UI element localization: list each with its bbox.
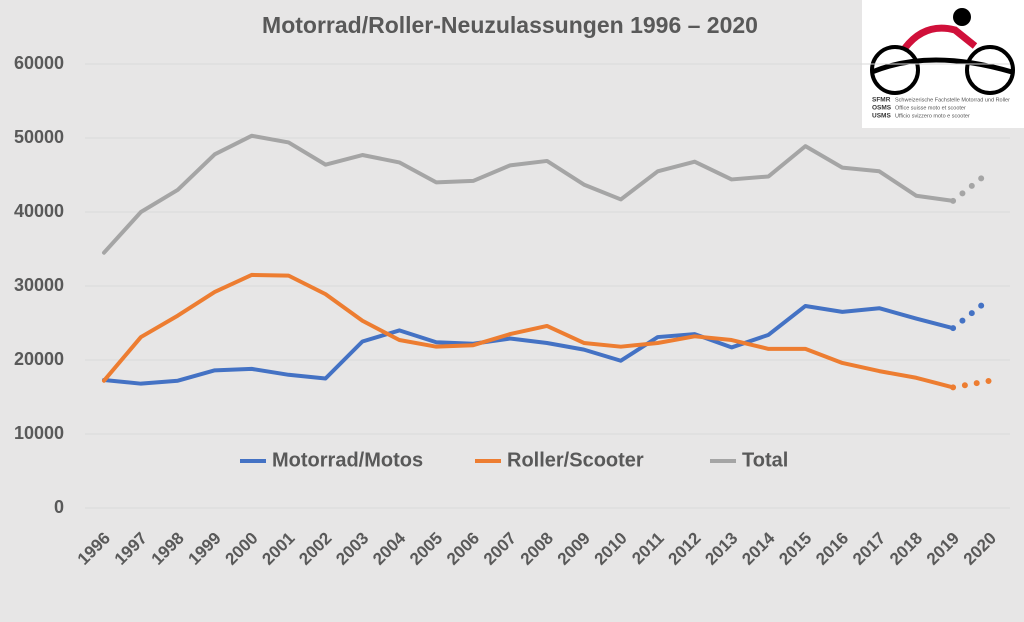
logo-name: Office suisse moto et scooter [895,105,966,111]
logo-name: Schweizerische Fachstelle Motorrad und R… [895,97,1010,103]
series-line [102,303,956,386]
legend-label: Motorrad/Motos [272,449,423,471]
y-tick-label: 60000 [14,53,64,73]
y-tick-label: 40000 [14,201,64,221]
chart-title: Motorrad/Roller-Neuzulassungen 1996 – 20… [262,12,758,38]
y-tick-label: 0 [54,497,64,517]
series-line [102,133,956,255]
legend-label: Total [742,449,788,471]
y-tick-label: 20000 [14,349,64,369]
logo-wheel [965,45,1015,95]
logo-rider [902,24,978,51]
y-tick-label: 50000 [14,127,64,147]
logo-abbr: USMS [872,113,891,120]
legend-label: Roller/Scooter [507,449,644,471]
y-tick-label: 10000 [14,423,64,443]
logo-name: Ufficio svizzero moto e scooter [895,113,970,119]
logo-head [953,8,971,26]
series-line-projection [950,295,993,332]
series-line-projection [950,168,993,204]
logo-abbr: OSMS [872,105,892,112]
series-line [102,272,956,390]
logo-body [871,57,1013,75]
y-tick-label: 30000 [14,275,64,295]
logo-abbr: SFMR [872,97,891,104]
